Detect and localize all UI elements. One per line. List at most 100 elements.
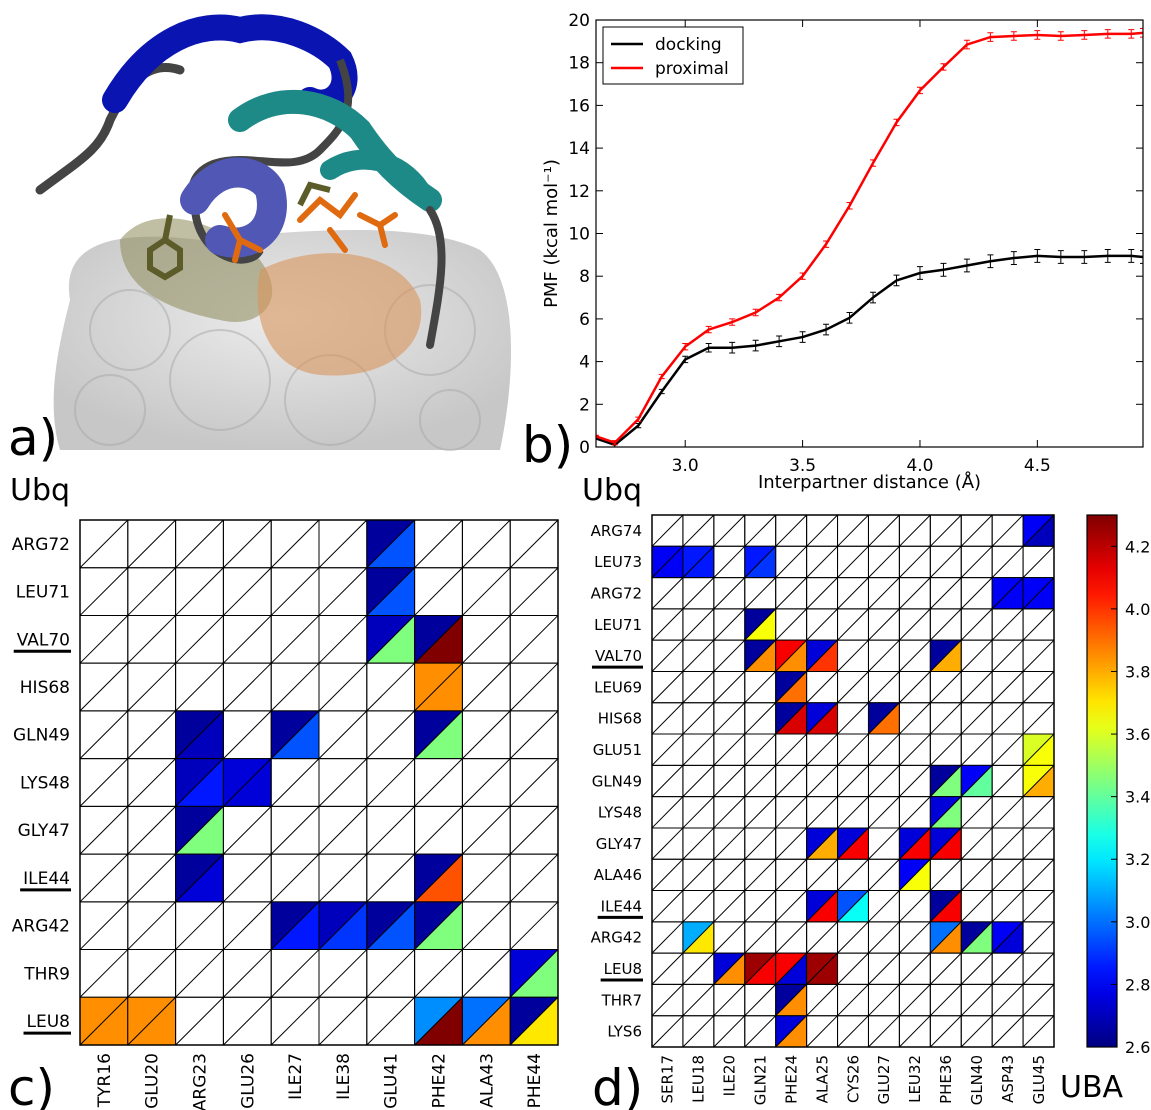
error-bar xyxy=(823,240,830,248)
cell-outline xyxy=(713,796,746,829)
cell-outline xyxy=(960,983,993,1017)
cell-outline xyxy=(1022,983,1055,1017)
error-bar xyxy=(940,262,947,277)
cell-outline xyxy=(222,519,272,569)
cell-outline xyxy=(461,805,511,855)
cell-outline xyxy=(1022,608,1055,641)
cell-outline xyxy=(414,758,463,807)
error-bar xyxy=(682,355,689,364)
cell-outline xyxy=(837,577,869,610)
cell-outline xyxy=(127,662,177,712)
colorbar-tick-label: 3.4 xyxy=(1125,788,1150,807)
row-label: HIS68 xyxy=(20,678,70,698)
cell-outline xyxy=(898,952,931,985)
heatmap-frame xyxy=(651,514,1055,1048)
cell-outline xyxy=(713,890,746,923)
cell-outline xyxy=(682,796,715,829)
backbone-coil xyxy=(426,206,446,349)
error-bar xyxy=(870,159,877,167)
y-tick-label: 10 xyxy=(568,225,590,245)
cell-outline xyxy=(318,805,368,855)
cell-outline xyxy=(713,545,746,579)
cell-outline xyxy=(991,702,1024,735)
cell-outline xyxy=(898,764,931,798)
cell-outline xyxy=(79,614,129,664)
cell-outline xyxy=(713,670,746,704)
colorbar-tick-label: 2.8 xyxy=(1125,975,1150,994)
cell-outline xyxy=(682,577,715,610)
plot-frame xyxy=(595,19,1144,448)
column-label: ILE27 xyxy=(286,1053,306,1100)
cell-outline xyxy=(837,921,869,954)
error-bar xyxy=(940,63,947,71)
cell-outline xyxy=(837,639,869,672)
cell-outline xyxy=(651,670,684,704)
column-label: GLN21 xyxy=(751,1055,769,1105)
cell-outline xyxy=(318,614,368,664)
row-label: ARG42 xyxy=(12,917,70,937)
cell-outline xyxy=(713,1015,746,1048)
row-label: LEU71 xyxy=(16,583,70,603)
series-line xyxy=(596,254,1143,447)
cell-outline xyxy=(960,608,993,641)
cell-outline xyxy=(651,733,684,766)
cell-outline xyxy=(127,519,177,569)
cell-outline xyxy=(898,608,931,641)
row-label: THR9 xyxy=(23,964,70,984)
cell-outline xyxy=(837,514,869,547)
row-label: LYS48 xyxy=(20,773,70,793)
error-bar xyxy=(1057,31,1064,41)
cell-outline xyxy=(366,996,416,1046)
cell-outline xyxy=(929,733,962,766)
cell-outline xyxy=(867,858,900,892)
cell-outline xyxy=(991,764,1024,798)
cell-outline xyxy=(79,567,129,616)
error-bar xyxy=(963,39,970,50)
cell-outline xyxy=(222,710,272,760)
cell-outline xyxy=(898,702,931,735)
error-bar xyxy=(729,318,736,326)
colorbar xyxy=(1086,514,1118,1048)
column-label: PHE42 xyxy=(429,1053,449,1108)
colorbar-tick-label: 4.2 xyxy=(1125,537,1150,556)
cell-outline xyxy=(79,758,129,807)
cell-outline xyxy=(713,577,746,610)
cell-outline xyxy=(222,853,272,903)
cell-outline xyxy=(744,858,777,892)
cell-outline xyxy=(222,805,272,855)
error-bar xyxy=(1081,250,1088,264)
column-label: CYS26 xyxy=(844,1055,862,1103)
chart-layer: a) 0 2 4 6 8 10 12 14 16 18 20 3.0 3.5 4.0 4.5 docking pr… xyxy=(8,11,1150,1110)
cell-outline xyxy=(960,702,993,735)
panel-label: a) xyxy=(8,409,58,467)
y-tick-label: 12 xyxy=(568,182,590,202)
error-bar xyxy=(776,293,783,302)
x-tick-label: 3.5 xyxy=(789,456,816,476)
cell-outline xyxy=(837,983,869,1017)
cell-outline xyxy=(744,983,777,1017)
error-bar xyxy=(729,341,736,354)
cell-outline xyxy=(682,764,715,798)
cell-outline xyxy=(270,614,320,664)
cell-outline xyxy=(775,764,808,798)
cell-outline xyxy=(713,702,746,735)
cell-outline xyxy=(867,1015,900,1048)
cell-outline xyxy=(960,577,993,610)
cell-outline xyxy=(175,949,224,998)
cell-outline xyxy=(837,952,869,985)
cell-outline xyxy=(682,733,715,766)
cell-outline xyxy=(929,1015,962,1048)
cell-outline xyxy=(79,662,129,712)
cell-outline xyxy=(837,545,869,579)
cell-outline xyxy=(867,764,900,798)
column-label: GLU27 xyxy=(875,1055,893,1104)
error-bar xyxy=(1057,250,1064,264)
error-bar xyxy=(1128,29,1135,39)
cell-outline xyxy=(898,577,931,610)
cell-outline xyxy=(270,996,320,1046)
column-label: GLU45 xyxy=(1030,1055,1048,1104)
cell-outline xyxy=(127,901,177,951)
cell-outline xyxy=(222,567,272,616)
x-tick-label: 3.0 xyxy=(672,456,699,476)
cell-outline xyxy=(651,639,684,672)
